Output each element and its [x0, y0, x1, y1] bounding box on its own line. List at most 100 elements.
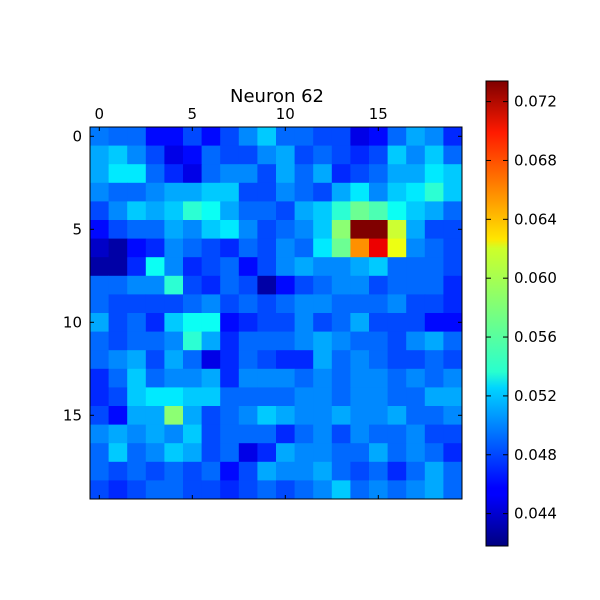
heatmap-cell [238, 238, 258, 258]
heatmap-cell [387, 182, 407, 202]
heatmap-cell [108, 145, 128, 165]
heatmap-cell [443, 424, 463, 444]
y-tick-label: 15 [63, 406, 82, 424]
heatmap-cell [313, 424, 333, 444]
heatmap-cell [183, 201, 202, 221]
heatmap-cell [369, 424, 388, 444]
heatmap-cell [108, 406, 128, 425]
x-tick-label: 15 [369, 105, 388, 123]
heatmap-cell [238, 201, 258, 221]
heatmap-cell [238, 145, 258, 165]
heatmap-cell [276, 387, 295, 407]
heatmap-cell [127, 406, 147, 425]
heatmap-cell [220, 461, 240, 481]
heatmap-cell [387, 238, 407, 258]
heatmap-cell [127, 238, 147, 258]
heatmap-cell [164, 182, 184, 202]
x-tick-label: 10 [276, 105, 295, 123]
heatmap-cell [406, 443, 426, 463]
heatmap-cell [369, 350, 388, 370]
heatmap-cell [294, 164, 314, 184]
heatmap-cell [257, 368, 277, 388]
heatmap-cell [369, 145, 388, 165]
heatmap-cell [424, 238, 444, 258]
heatmap-cell [443, 238, 463, 258]
heatmap-cell [276, 220, 295, 239]
heatmap-cell [127, 127, 147, 146]
heatmap-cell [201, 480, 221, 500]
heatmap-cell [220, 368, 240, 388]
heatmap-cell [238, 275, 258, 295]
heatmap-cell [164, 387, 184, 407]
heatmap-cell [164, 461, 184, 481]
heatmap-cell [313, 480, 333, 500]
heatmap-cell [90, 443, 109, 463]
heatmap-cell [406, 164, 426, 184]
heatmap-cell [238, 220, 258, 239]
heatmap-cell [164, 164, 184, 184]
heatmap-cell [350, 443, 370, 463]
heatmap-cell [276, 127, 295, 146]
heatmap-cell [313, 220, 333, 239]
heatmap-cell [331, 350, 351, 370]
heatmap-cell [387, 294, 407, 314]
heatmap-cell [108, 127, 128, 146]
heatmap-cell [127, 275, 147, 295]
heatmap-cell [406, 313, 426, 332]
heatmap-cell [108, 387, 128, 407]
heatmap-cell [201, 368, 221, 388]
heatmap-cell [90, 145, 109, 165]
heatmap-cell [90, 480, 109, 500]
heatmap-cell [183, 182, 202, 202]
heatmap-cell [90, 238, 109, 258]
heatmap-cell [369, 257, 388, 277]
heatmap-cell [220, 238, 240, 258]
heatmap-cell [443, 201, 463, 221]
heatmap-cell [145, 145, 165, 165]
heatmap-cell [350, 406, 370, 425]
heatmap-cell [145, 368, 165, 388]
heatmap-cell [443, 480, 463, 500]
heatmap-cell [164, 350, 184, 370]
heatmap-cell [406, 461, 426, 481]
heatmap-cell [443, 127, 463, 146]
heatmap-cell [90, 387, 109, 407]
heatmap-cell [127, 387, 147, 407]
heatmap-cell [90, 182, 109, 202]
heatmap-cell [331, 164, 351, 184]
heatmap-cell [443, 313, 463, 332]
heatmap-cell [424, 424, 444, 444]
heatmap-cell [406, 257, 426, 277]
heatmap-cell [331, 313, 351, 332]
heatmap-cell [220, 350, 240, 370]
heatmap-cell [90, 275, 109, 295]
heatmap-cell [220, 257, 240, 277]
heatmap-cell [238, 368, 258, 388]
heatmap-cell [276, 294, 295, 314]
heatmap-cell [257, 294, 277, 314]
heatmap-cell [350, 164, 370, 184]
heatmap-cell [387, 201, 407, 221]
heatmap-cell [164, 406, 184, 425]
heatmap-cell [443, 387, 463, 407]
heatmap-cell [108, 182, 128, 202]
heatmap-cell [145, 387, 165, 407]
heatmap-cell [369, 182, 388, 202]
heatmap-cell [276, 331, 295, 351]
heatmap-cell [369, 294, 388, 314]
heatmap-cell [369, 313, 388, 332]
x-tick-label: 0 [95, 105, 105, 123]
y-axis-ticks: 0 5 10 15 [63, 127, 462, 424]
heatmap-cell [183, 424, 202, 444]
heatmap-cell [183, 350, 202, 370]
heatmap-cell [294, 313, 314, 332]
heatmap-cell [424, 406, 444, 425]
heatmap-cell [238, 461, 258, 481]
heatmap-cell [424, 220, 444, 239]
heatmap-cell [369, 480, 388, 500]
heatmap-cell [201, 424, 221, 444]
heatmap-cell [406, 424, 426, 444]
heatmap-cell [294, 331, 314, 351]
heatmap-cell [424, 182, 444, 202]
heatmap-cell [424, 145, 444, 165]
